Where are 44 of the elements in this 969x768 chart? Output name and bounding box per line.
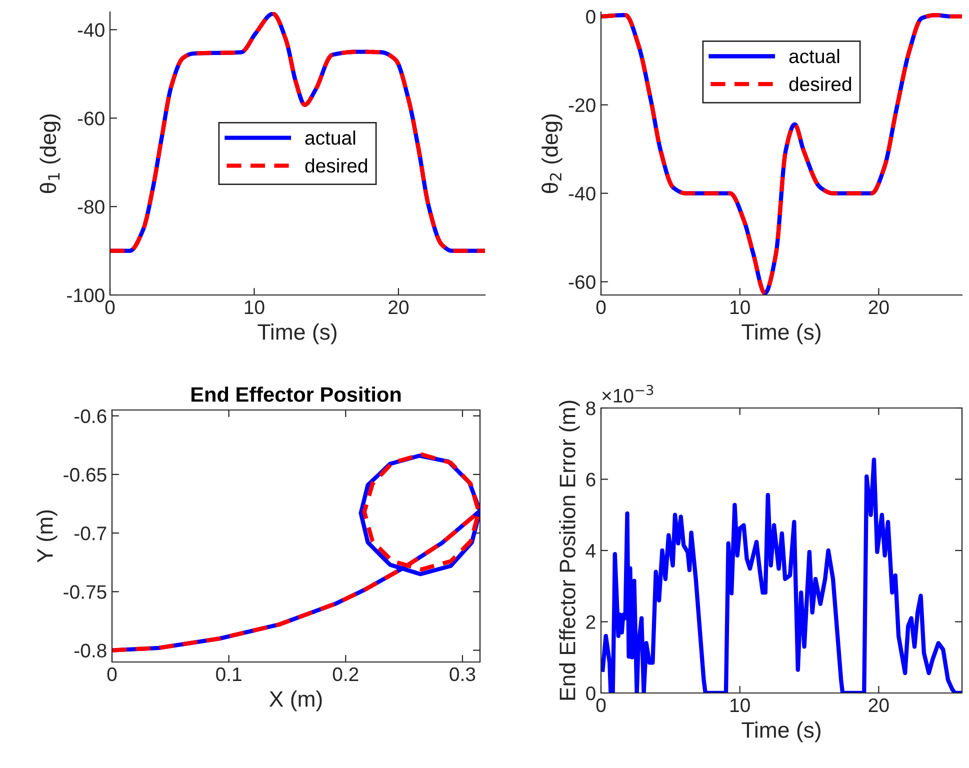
x-tick-label: 0.2 — [332, 667, 358, 682]
x-tick-label: 0.3 — [450, 667, 476, 682]
y-tick-label: -100 — [67, 288, 104, 302]
x-tick-label: 20 — [868, 698, 889, 712]
y-tick-label: -40 — [568, 186, 596, 201]
y-tick-label: 4 — [586, 544, 596, 558]
x-tick-label: 10 — [730, 698, 750, 712]
y-axis-title: End Effector Position Error (m) — [559, 400, 580, 700]
x-tick-label: 20 — [388, 300, 409, 314]
x-tick-label: 0 — [596, 300, 606, 314]
x-axis-title: Time (s) — [742, 722, 820, 742]
y-axis-title: θ$_{1}$ (deg) — [40, 114, 60, 194]
text: ×10$^{−3}$ — [602, 384, 654, 403]
y-tick-label: -0.65 — [64, 468, 106, 482]
y-tick-label: -0.8 — [74, 644, 106, 658]
legend-label: desired — [305, 158, 368, 173]
y-axis-title: Y (m) — [36, 510, 58, 562]
x-tick-label: 0 — [107, 667, 117, 682]
y-tick-label: 0 — [586, 686, 596, 700]
x-tick-label: 20 — [868, 300, 889, 314]
x-tick-label: 0.1 — [216, 667, 242, 682]
legend-label: actual — [305, 130, 356, 145]
x-tick-label: 0 — [596, 698, 606, 712]
x-axis-title: Time (s) — [258, 324, 336, 344]
x-tick-label: 10 — [730, 300, 750, 314]
y-tick-label: -0.75 — [64, 585, 106, 599]
legend-label: desired — [789, 76, 852, 92]
y-tick-label: 8 — [586, 401, 596, 416]
y-tick-label: 0 — [586, 10, 596, 24]
y-tick-label: 2 — [586, 615, 596, 629]
y-tick-label: -0.6 — [74, 409, 106, 424]
x-axis-title: Time (s) — [742, 324, 820, 344]
y-tick-label: -0.7 — [74, 526, 106, 540]
y-tick-label: -60 — [568, 275, 596, 289]
x-tick-label: 10 — [244, 300, 264, 314]
y-axis-title: θ$_{2}$ (deg) — [542, 114, 562, 194]
y-tick-label: -60 — [78, 112, 104, 126]
y-tick-label: -80 — [78, 200, 104, 214]
y-tick-label: -20 — [568, 98, 596, 112]
legend-label: actual — [789, 48, 840, 64]
chart-title: End Effector Position — [191, 386, 401, 402]
y-tick-label: 6 — [586, 472, 596, 486]
x-axis-title: X (m) — [269, 690, 322, 712]
y-tick-label: -40 — [78, 23, 104, 37]
